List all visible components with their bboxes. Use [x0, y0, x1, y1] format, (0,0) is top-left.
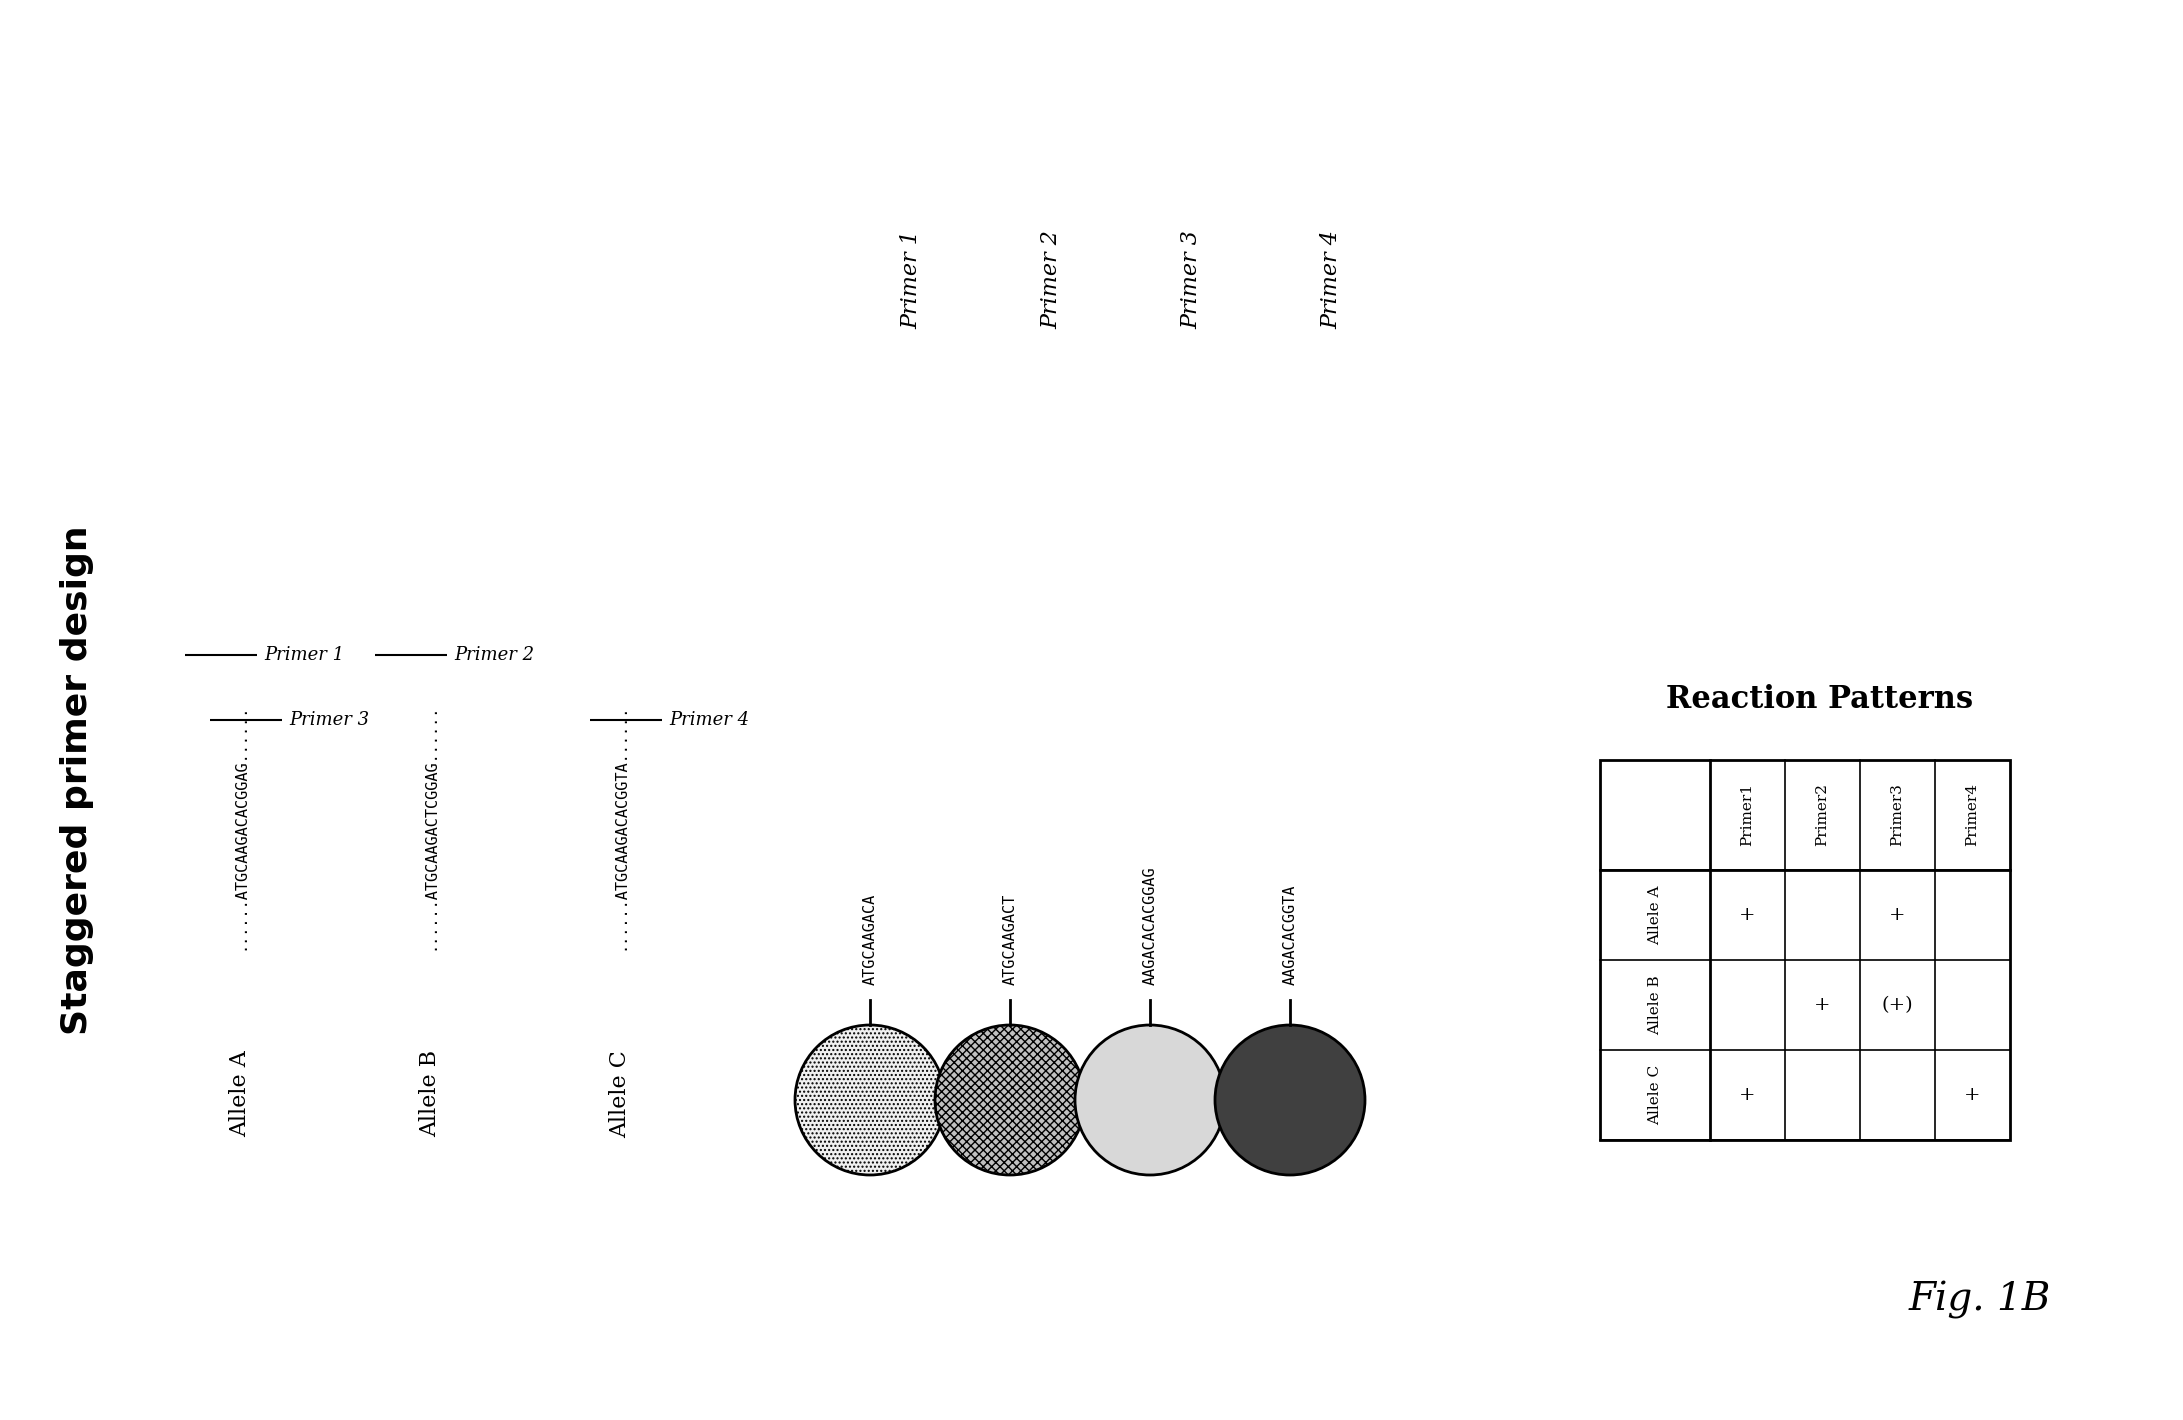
Text: Primer 1: Primer 1: [264, 646, 345, 665]
Text: Primer 3: Primer 3: [1181, 230, 1203, 329]
Text: Primer4: Primer4: [1965, 784, 1980, 846]
Text: +: +: [1740, 1086, 1755, 1103]
Text: Primer 4: Primer 4: [1321, 230, 1343, 329]
Text: Primer 1: Primer 1: [899, 230, 921, 329]
Text: +: +: [1740, 906, 1755, 924]
Text: Allele B: Allele B: [419, 1049, 441, 1137]
Circle shape: [1216, 1025, 1364, 1174]
Text: Primer1: Primer1: [1740, 784, 1755, 846]
Text: Primer3: Primer3: [1890, 784, 1904, 846]
Text: Primer2: Primer2: [1816, 784, 1829, 846]
Text: ATGCAAGACA: ATGCAAGACA: [862, 893, 878, 985]
Text: ......ATGCAAGACACGGAG......: ......ATGCAAGACACGGAG......: [234, 704, 247, 950]
Text: +: +: [1814, 995, 1832, 1014]
Text: Allele B: Allele B: [1648, 976, 1661, 1035]
Text: +: +: [1965, 1086, 1980, 1103]
Circle shape: [795, 1025, 945, 1174]
Text: Fig. 1B: Fig. 1B: [1908, 1281, 2052, 1319]
Text: Allele A: Allele A: [1648, 885, 1661, 944]
Text: (+): (+): [1882, 995, 1912, 1014]
Text: AAGACACACGGAG: AAGACACACGGAG: [1142, 866, 1157, 985]
Text: Primer 4: Primer 4: [670, 711, 749, 728]
Circle shape: [934, 1025, 1085, 1174]
Text: Staggered primer design: Staggered primer design: [59, 525, 94, 1035]
Text: Primer 2: Primer 2: [454, 646, 535, 665]
Text: Allele C: Allele C: [609, 1049, 631, 1137]
Text: Reaction Patterns: Reaction Patterns: [1666, 684, 1973, 716]
Text: ......ATGCAAGACTCGGAG......: ......ATGCAAGACTCGGAG......: [424, 704, 437, 950]
Text: ......ATGCAAGACACGGTA......: ......ATGCAAGACACGGTA......: [613, 704, 627, 950]
Text: Primer 2: Primer 2: [1039, 230, 1061, 329]
Text: Allele A: Allele A: [229, 1049, 251, 1137]
Text: Allele C: Allele C: [1648, 1065, 1661, 1125]
Text: ATGCAAGACT: ATGCAAGACT: [1002, 893, 1017, 985]
Text: +: +: [1888, 906, 1906, 924]
Text: AAGACACGGTA: AAGACACGGTA: [1281, 885, 1297, 985]
Text: Primer 3: Primer 3: [290, 711, 369, 728]
Circle shape: [1074, 1025, 1225, 1174]
Bar: [1600, 760, 2011, 1140]
